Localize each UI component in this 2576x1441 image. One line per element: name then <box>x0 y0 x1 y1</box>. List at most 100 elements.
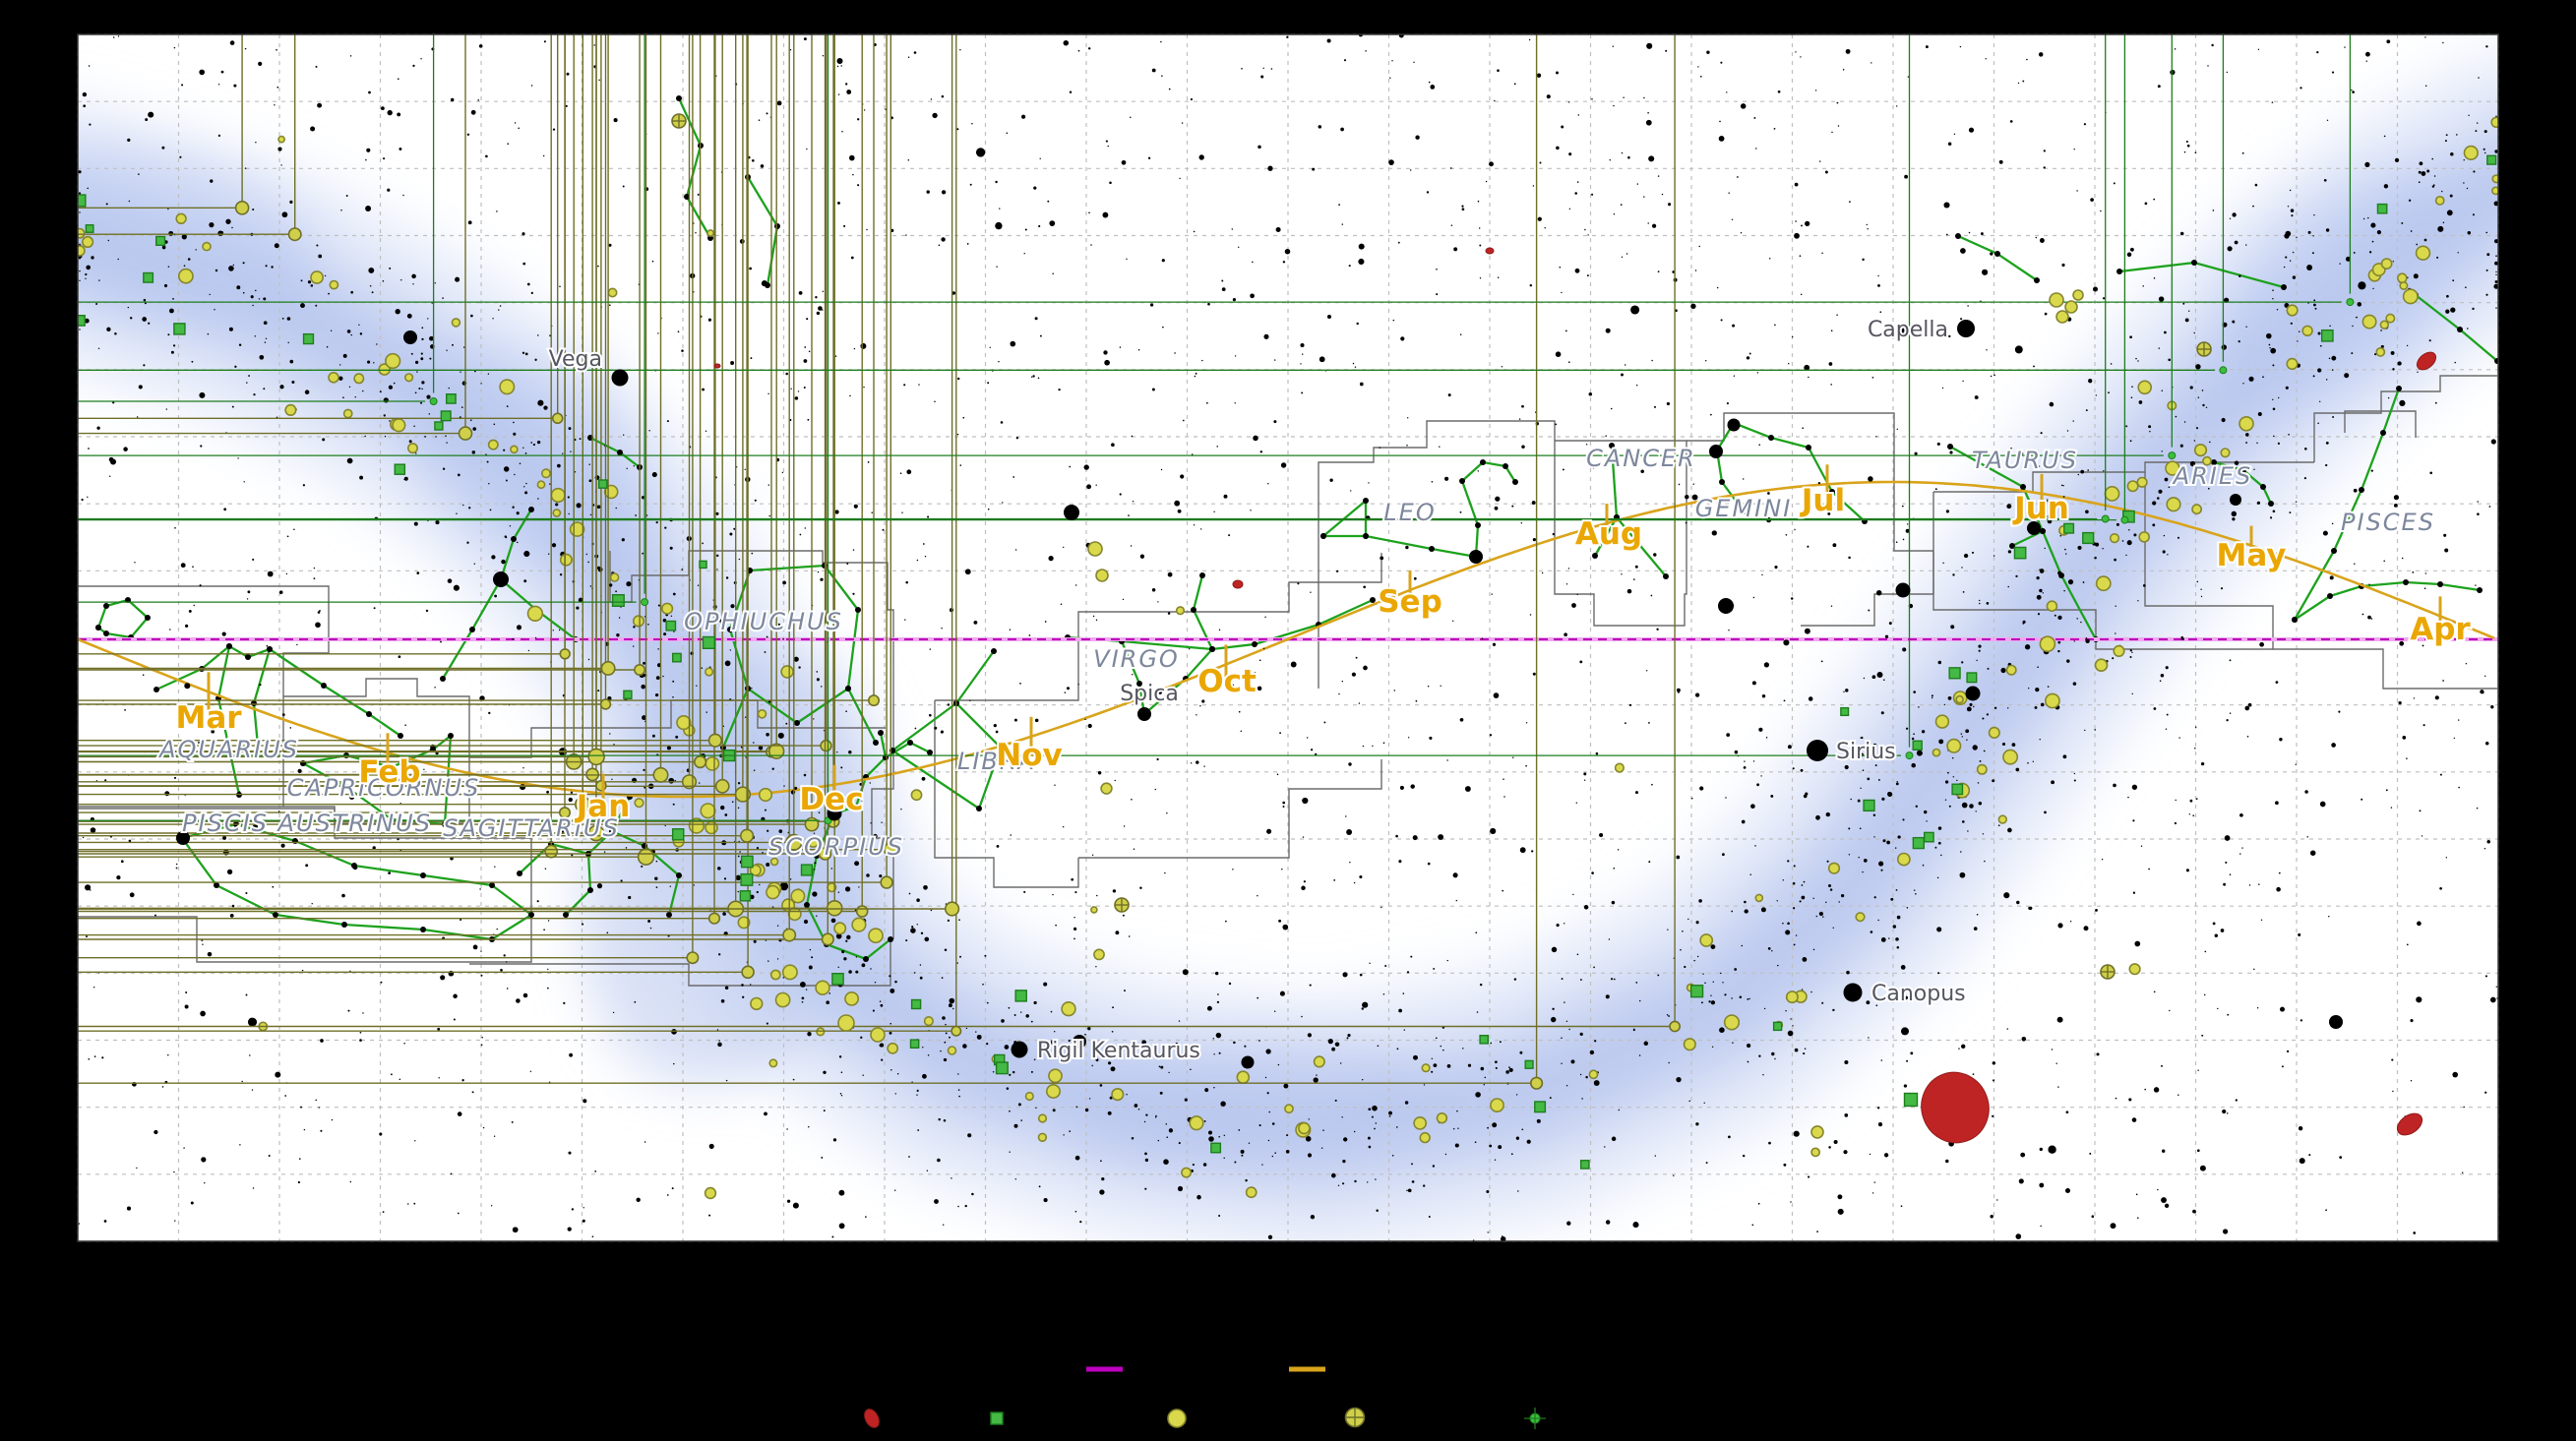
nebula-symbol <box>995 1061 1009 1075</box>
galaxies <box>713 247 2437 1144</box>
constellation-figure-leo-sickle <box>1460 460 1516 558</box>
open-cluster-symbol <box>2380 258 2393 270</box>
globular-cluster-symbol <box>78 34 1681 1033</box>
open-cluster-symbol <box>1090 906 1098 914</box>
open-cluster-symbol <box>2094 658 2109 673</box>
open-cluster-symbol <box>1313 1055 1325 1068</box>
globular-cluster-symbol <box>78 34 880 707</box>
open-cluster-symbol <box>2104 485 2120 502</box>
open-cluster-symbol <box>706 229 714 237</box>
globular-cluster-symbol <box>1114 897 1130 913</box>
nebula-symbol <box>1772 1021 1783 1032</box>
month-label-jul: Jul <box>1800 483 1845 518</box>
open-cluster-symbol <box>947 1046 957 1055</box>
globular-cluster-symbol <box>78 34 250 215</box>
open-cluster-symbol <box>2136 476 2148 488</box>
globular-cluster-symbol <box>78 34 707 769</box>
nebula-symbol <box>446 393 457 404</box>
nebula-symbol <box>2013 546 2027 560</box>
open-cluster-symbol <box>844 991 859 1006</box>
open-cluster-symbol <box>1946 738 1962 753</box>
nebula-symbol <box>1912 836 1925 850</box>
month-label-nov: Nov <box>996 738 1062 773</box>
open-cluster-symbol <box>1087 541 1103 557</box>
open-cluster-symbol <box>2385 313 2396 324</box>
star-label-rigil-kentaurus: Rigil Kentaurus <box>1037 1039 1200 1063</box>
legend-planetary-nebula-symbol <box>1524 1408 1546 1429</box>
star-label-spica: Spica <box>1120 682 1179 706</box>
star-field <box>78 34 2498 1241</box>
open-cluster-symbol <box>634 798 644 809</box>
globular-cluster-symbol <box>2196 341 2212 357</box>
open-cluster-symbol <box>1419 1131 1431 1144</box>
open-cluster-symbol <box>837 1014 855 1032</box>
nebula-symbol <box>1923 831 1934 843</box>
open-cluster-symbol <box>2202 455 2212 466</box>
nebula-symbol <box>671 828 685 841</box>
open-cluster-symbol <box>2166 497 2181 512</box>
bright-star <box>1064 505 1079 520</box>
nebula-symbol <box>1951 783 1964 796</box>
star-sirius <box>1807 740 1828 761</box>
open-cluster-symbol <box>1284 1104 1294 1114</box>
open-cluster-symbol <box>1245 1186 1257 1199</box>
open-cluster-symbol <box>2193 444 2208 457</box>
constellation-label-pisces: PISCES <box>2341 509 2435 536</box>
galaxy <box>713 363 721 369</box>
open-cluster-symbol <box>807 835 820 848</box>
open-cluster-symbol <box>1588 1069 1599 1080</box>
open-cluster-symbol <box>2064 300 2078 314</box>
globular-cluster-symbol <box>78 34 797 942</box>
open-cluster-symbol <box>2165 460 2180 476</box>
nebula-symbol <box>173 323 186 335</box>
open-cluster-symbol <box>923 1015 935 1027</box>
nebula-symbol <box>1948 667 1961 680</box>
open-cluster-symbol <box>378 363 392 376</box>
globular-cluster-symbol <box>78 34 893 889</box>
open-cluster-symbol <box>1046 1084 1062 1100</box>
open-cluster-symbol <box>769 857 779 867</box>
star-capella <box>1957 320 1975 337</box>
nebula-symbol <box>2320 329 2334 342</box>
open-cluster-symbol <box>1111 1087 1125 1102</box>
open-cluster-symbol <box>2220 448 2231 458</box>
open-cluster-symbol <box>81 235 94 249</box>
open-cluster-symbol <box>1236 1070 1251 1084</box>
month-label-mar: Mar <box>175 700 242 736</box>
nebula-symbol <box>672 652 682 663</box>
open-cluster-symbol <box>1955 694 1964 704</box>
globular-cluster-symbol <box>78 34 785 759</box>
star-vega <box>611 369 629 387</box>
nebula-symbol <box>909 1039 920 1049</box>
open-cluster-symbol <box>868 928 884 944</box>
nebula-symbol <box>1534 1101 1547 1113</box>
planetary-nebula-symbol <box>78 34 1914 760</box>
small-magellanic-cloud <box>2396 1112 2423 1136</box>
globular-cluster-symbol <box>78 34 898 858</box>
nebula-symbol <box>1014 990 1027 1002</box>
open-cluster-symbol <box>815 980 830 995</box>
bright-star <box>1718 598 1734 614</box>
open-cluster-symbol <box>1189 1115 1204 1131</box>
open-cluster-symbol <box>353 373 365 385</box>
open-cluster-symbol <box>1997 814 2008 824</box>
open-cluster-symbol <box>499 379 516 395</box>
nebula-symbol <box>1903 1092 1919 1108</box>
bright-star <box>176 831 190 845</box>
nebula-symbol <box>2063 522 2075 534</box>
open-cluster-symbol <box>1754 893 1764 903</box>
month-label-sep: Sep <box>1378 584 1442 620</box>
nebula-symbol <box>1689 985 1704 998</box>
nebula-symbol <box>2082 531 2095 545</box>
open-cluster-symbol <box>2138 531 2150 543</box>
globular-cluster-symbol <box>78 34 646 676</box>
open-cluster-symbol <box>676 714 692 731</box>
constellation-label-ophiuchus: OPHIUCHUS <box>684 608 843 635</box>
globular-cluster-symbol <box>78 34 755 980</box>
nebula-symbol <box>1579 1160 1590 1170</box>
open-cluster-symbol <box>704 667 714 677</box>
nebula-symbol <box>1524 1059 1534 1069</box>
nebula-symbol <box>831 973 844 986</box>
month-labels: Mar Feb Jan Dec Nov Oct Sep Aug Jul Jun May Apr <box>173 464 2473 826</box>
bright-star <box>403 330 417 344</box>
